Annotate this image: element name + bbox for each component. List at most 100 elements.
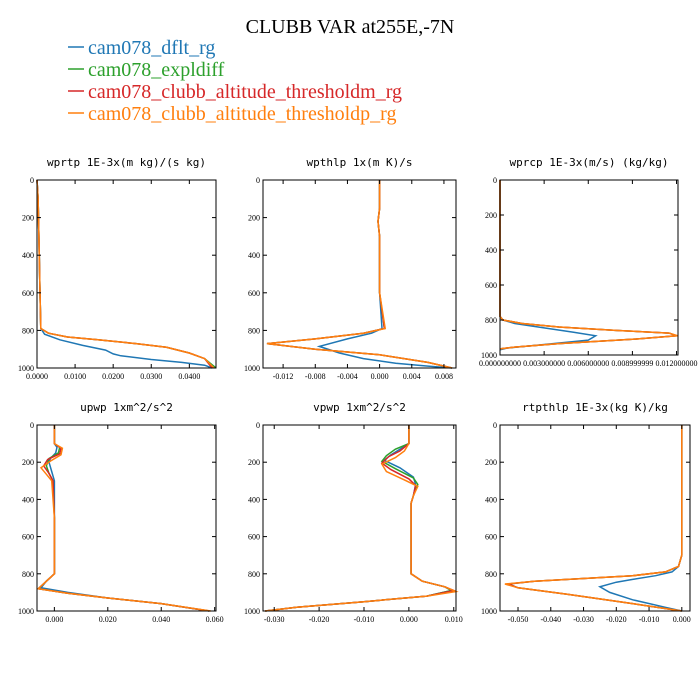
series-line [266, 180, 453, 369]
series-line [36, 179, 215, 369]
series-line [507, 425, 683, 612]
series-line [265, 425, 459, 612]
chart-panel: vpwp 1xm^2/s^2 0 200 400 600 800 1000 -0.030 -0.… [244, 401, 463, 624]
x-tick-label: -0.020 [309, 615, 330, 624]
panel-title: wprtp 1E-3x(m kg)/(s kg) [47, 156, 206, 169]
y-tick-label: 800 [485, 316, 497, 325]
panels: wprtp 1E-3x(m kg)/(s kg) 0 200 400 600 800 100… [18, 156, 698, 624]
x-tick-label: 0.0300 [140, 372, 162, 381]
x-tick-label: 0.000 [371, 372, 389, 381]
y-tick-label: 200 [248, 214, 260, 223]
x-tick-label: -0.040 [540, 615, 561, 624]
y-tick-label: 200 [22, 458, 34, 467]
panel-title: wprcp 1E-3x(m/s) (kg/kg) [510, 156, 669, 169]
series-line [265, 425, 457, 612]
plot-frame [499, 424, 691, 612]
y-tick-label: 0 [256, 176, 260, 185]
series-line [597, 425, 683, 612]
y-tick-label: 200 [248, 458, 260, 467]
x-tick-label: -0.020 [606, 615, 627, 624]
y-tick-label: 400 [248, 251, 260, 260]
plot-frame [262, 179, 457, 369]
legend-entry: cam078_expldiff [68, 59, 225, 81]
y-tick-label: 600 [22, 289, 34, 298]
series-line [36, 425, 210, 612]
x-tick-label: 0.000 [45, 615, 63, 624]
x-tick-label: -0.010 [639, 615, 660, 624]
series-line [504, 425, 683, 612]
x-tick-label: 0.0400 [178, 372, 200, 381]
series-line [507, 425, 683, 612]
series-line [266, 180, 453, 369]
x-tick-label: 0.020 [99, 615, 117, 624]
y-tick-label: 1000 [481, 351, 497, 360]
legend: cam078_dflt_rg cam078_expldiff cam078_cl… [68, 37, 402, 125]
x-tick-label: 0.004 [403, 372, 421, 381]
y-tick-label: 400 [22, 495, 34, 504]
x-tick-label: 0.0200 [102, 372, 124, 381]
chart-panel: wprcp 1E-3x(m/s) (kg/kg) 0 200 400 600 800 100… [479, 156, 698, 368]
x-tick-label: 0.000000000 [479, 359, 521, 368]
y-tick-label: 0 [30, 421, 34, 430]
x-tick-label: 0.060 [206, 615, 224, 624]
x-tick-label: 0.000 [673, 615, 691, 624]
y-tick-label: 400 [485, 246, 497, 255]
y-tick-label: 1000 [244, 607, 260, 616]
y-tick-label: 800 [485, 570, 497, 579]
series-line [266, 180, 453, 369]
y-tick-label: 600 [248, 533, 260, 542]
series-line [36, 179, 213, 369]
panel-title: wpthlp 1x(m K)/s [307, 156, 413, 169]
y-tick-label: 800 [22, 570, 34, 579]
x-tick-label: 0.008999999 [611, 359, 653, 368]
x-tick-label: -0.030 [573, 615, 594, 624]
x-tick-label: 0.006000000 [567, 359, 609, 368]
y-tick-label: 0 [493, 176, 497, 185]
x-tick-label: 0.003000000 [523, 359, 565, 368]
y-tick-label: 600 [485, 533, 497, 542]
x-tick-label: -0.004 [337, 372, 358, 381]
legend-label: cam078_clubb_altitude_thresholdp_rg [88, 103, 396, 125]
y-tick-label: 1000 [18, 364, 34, 373]
y-tick-label: 600 [485, 281, 497, 290]
x-tick-label: 0.008 [435, 372, 453, 381]
series-line [499, 180, 679, 350]
y-tick-label: 0 [256, 421, 260, 430]
legend-label: cam078_clubb_altitude_thresholdm_rg [88, 81, 402, 103]
y-tick-label: 400 [22, 251, 34, 260]
series-line [39, 425, 210, 612]
series-line [499, 180, 598, 351]
plot-frame [262, 424, 457, 612]
y-tick-label: 600 [22, 533, 34, 542]
y-tick-label: 200 [485, 211, 497, 220]
panel-title: vpwp 1xm^2/s^2 [313, 401, 406, 414]
legend-label: cam078_dflt_rg [88, 37, 215, 59]
series-line [316, 180, 453, 369]
plot-frame [499, 179, 679, 356]
plot-frame [36, 424, 217, 612]
panel-title: upwp 1xm^2/s^2 [80, 401, 173, 414]
legend-entry: cam078_dflt_rg [68, 37, 215, 59]
y-tick-label: 200 [485, 458, 497, 467]
y-tick-label: 0 [30, 176, 34, 185]
x-tick-label: -0.010 [354, 615, 375, 624]
y-tick-label: 400 [248, 495, 260, 504]
legend-entry: cam078_clubb_altitude_thresholdp_rg [68, 103, 396, 125]
plot-frame [36, 179, 217, 369]
x-tick-label: -0.012 [273, 372, 294, 381]
y-tick-label: 400 [485, 495, 497, 504]
series-line [36, 179, 217, 369]
series-line [36, 425, 210, 612]
x-tick-label: 0.0000 [26, 372, 48, 381]
panel-title: rtpthlp 1E-3x(kg K)/kg [522, 401, 668, 414]
y-tick-label: 800 [248, 326, 260, 335]
y-tick-label: 600 [248, 289, 260, 298]
x-tick-label: 0.000 [400, 615, 418, 624]
y-tick-label: 800 [248, 570, 260, 579]
x-tick-label: -0.030 [264, 615, 285, 624]
y-tick-label: 1000 [481, 607, 497, 616]
x-tick-label: 0.0100 [64, 372, 86, 381]
legend-label: cam078_expldiff [88, 59, 225, 81]
x-tick-label: -0.008 [305, 372, 326, 381]
